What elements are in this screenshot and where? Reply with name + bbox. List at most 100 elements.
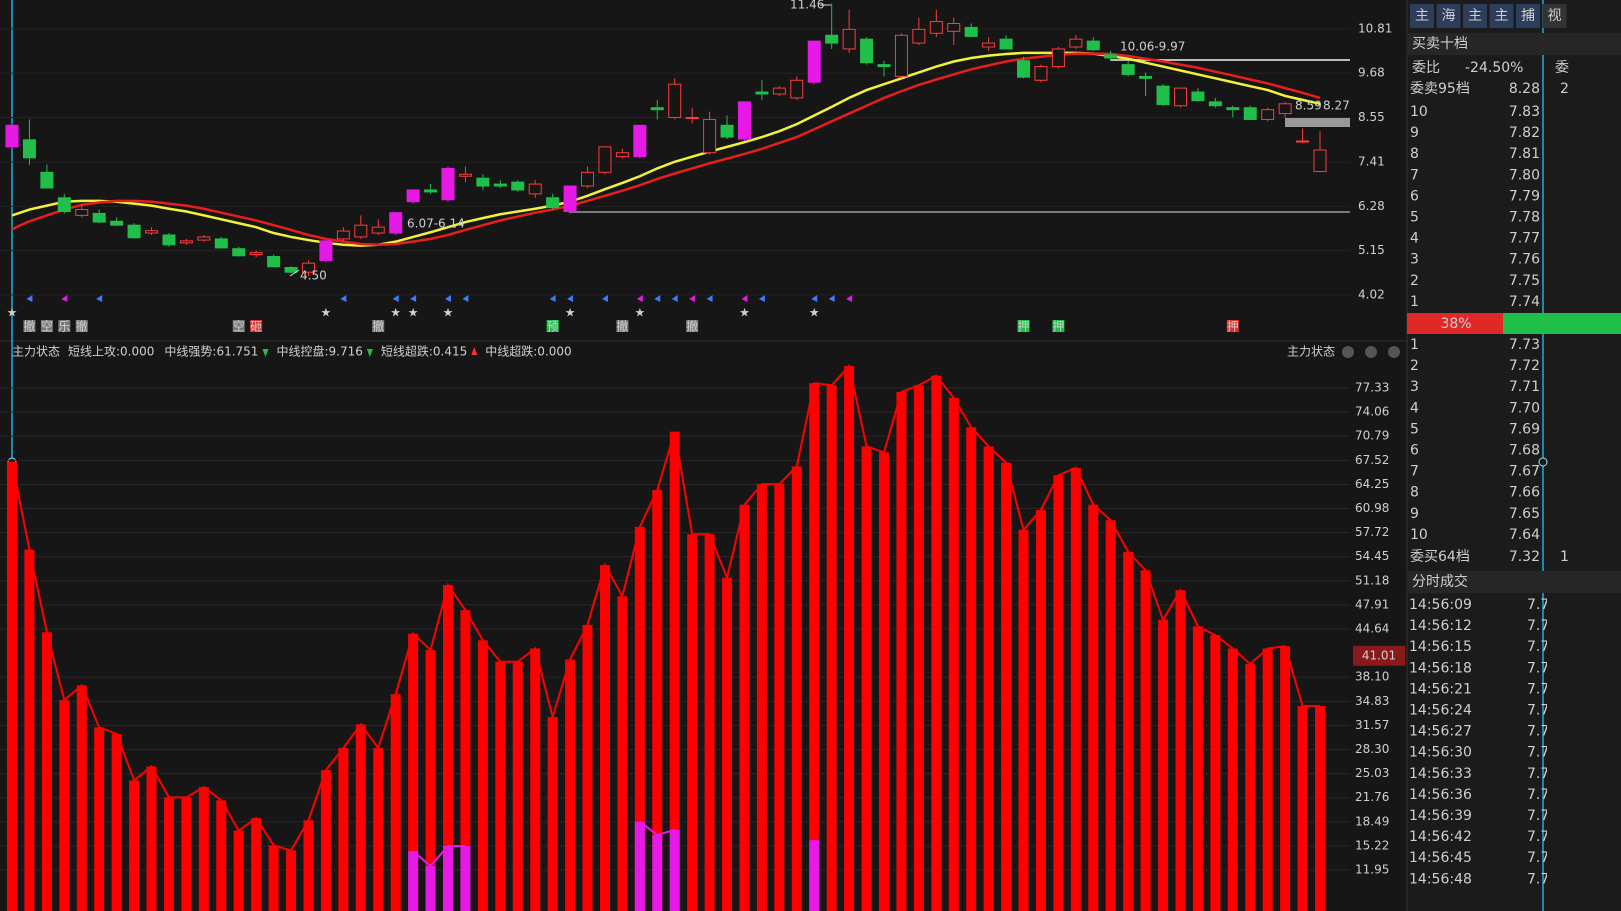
candle-body [912, 28, 926, 44]
icon-button[interactable] [1388, 346, 1400, 358]
bar [129, 780, 140, 911]
bar [1053, 475, 1064, 911]
candle-body [737, 101, 751, 140]
y-tick-label: 4.02 [1358, 287, 1385, 301]
bar [652, 489, 663, 911]
candle-body [999, 38, 1013, 50]
candle-body [877, 64, 891, 68]
icon-button[interactable] [1365, 346, 1377, 358]
candle-body [1139, 75, 1153, 79]
trade-time: 14:56:09 [1409, 597, 1472, 613]
bar [809, 383, 820, 911]
bar [756, 484, 767, 911]
candle-body [685, 116, 699, 119]
panel-text: 3 [1410, 252, 1419, 268]
candle-body [615, 152, 629, 158]
panel-text: 9 [1410, 125, 1419, 141]
price-zone [1285, 117, 1350, 127]
candle-body [720, 124, 734, 138]
bar [512, 661, 523, 911]
signal-triangle [741, 295, 748, 302]
panel-text: 4 [1410, 231, 1419, 247]
current-value: 41.01 [1362, 648, 1396, 662]
candle-body [476, 177, 490, 187]
bar [408, 633, 419, 911]
candle-body [894, 34, 908, 77]
candle-body [284, 266, 298, 273]
y-tick-label: 21.76 [1355, 790, 1389, 804]
candle-body [755, 91, 769, 95]
toolbar-button[interactable] [1542, 4, 1567, 28]
panel-text: 7.78 [1509, 210, 1540, 226]
bar [146, 766, 157, 911]
candle-body [249, 252, 263, 256]
toolbar-button[interactable] [1489, 4, 1514, 28]
toolbar-button[interactable] [1436, 4, 1461, 28]
panel-text: 7.70 [1509, 400, 1540, 416]
candle-body [1173, 87, 1187, 107]
trade-time: 14:56:18 [1409, 660, 1472, 676]
candle-body [1313, 149, 1327, 173]
trade-price: 7.73 [1527, 724, 1558, 740]
candle-body [145, 230, 159, 234]
series-line [412, 845, 466, 868]
signal-label: 乐 [58, 320, 70, 334]
y-tick-label: 67.52 [1355, 453, 1389, 467]
trade-time: 14:56:33 [1409, 766, 1472, 782]
bar [1245, 663, 1256, 911]
indicator-title: 主力状态 [1287, 345, 1335, 359]
bar [1262, 648, 1273, 911]
y-tick-label: 70.79 [1355, 429, 1389, 443]
candle-body [1086, 40, 1100, 51]
side-panel [1407, 0, 1621, 911]
bar [774, 484, 785, 911]
panel-text: 6 [1410, 443, 1419, 459]
toolbar-label: 主 [1468, 8, 1482, 24]
signal-label: 空 [233, 320, 245, 334]
icon-button[interactable] [1342, 346, 1354, 358]
signal-star: ★ [7, 306, 18, 320]
y-tick-label: 57.72 [1355, 525, 1389, 539]
trade-price: 7.73 [1527, 703, 1558, 719]
section-header [1407, 33, 1621, 55]
y-tick-label: 6.28 [1358, 199, 1385, 213]
panel-text: 8 [1410, 146, 1419, 162]
panel-text: 7.81 [1509, 146, 1540, 162]
toolbar-button[interactable] [1463, 4, 1487, 28]
trade-price: 7.74 [1527, 597, 1558, 613]
panel-text: 2 [1560, 81, 1569, 97]
toolbar-label: 海 [1442, 8, 1456, 24]
y-tick-label: 64.25 [1355, 477, 1389, 491]
candle-body [807, 40, 821, 83]
panel-text: 7.72 [1509, 358, 1540, 374]
candle-body [1156, 85, 1170, 106]
moving-average [11, 52, 1321, 247]
trade-price: 7.73 [1527, 660, 1558, 676]
signal-triangle [828, 295, 835, 302]
candle-body [197, 236, 211, 241]
legend-entry: 短线上攻:0.000 [68, 345, 154, 359]
candle-body [511, 181, 525, 191]
candle-body [1069, 38, 1083, 48]
toolbar-button[interactable] [1516, 4, 1540, 28]
toolbar-label: 主 [1415, 8, 1429, 24]
bar [791, 466, 802, 911]
bar [286, 850, 297, 911]
panel-text: 38% [1440, 316, 1471, 332]
indicator-title: 主力状态 [12, 345, 60, 359]
trade-price: 7.72 [1527, 808, 1558, 824]
candle-body [179, 240, 193, 244]
y-tick-label: 7.41 [1358, 155, 1385, 169]
candle-body [354, 224, 368, 238]
candle-body [1208, 101, 1222, 107]
bar [1175, 590, 1186, 911]
candle-body [336, 230, 350, 240]
signal-star: ★ [443, 306, 454, 320]
toolbar-button[interactable] [1410, 4, 1434, 28]
candle-body [110, 220, 124, 226]
signal-label: 押 [1018, 320, 1030, 334]
bar [1123, 551, 1134, 911]
candle-body [668, 83, 682, 118]
panel-text: 6 [1410, 188, 1419, 204]
